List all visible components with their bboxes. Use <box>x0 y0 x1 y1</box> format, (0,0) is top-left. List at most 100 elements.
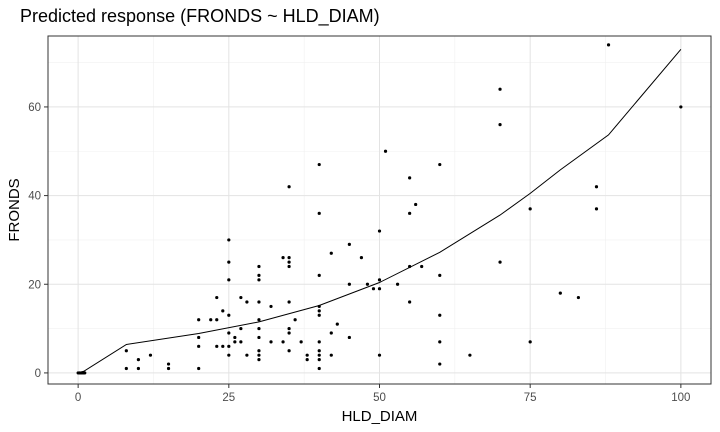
data-point <box>245 353 249 357</box>
data-point <box>317 313 321 317</box>
data-point <box>221 309 225 313</box>
data-point <box>287 264 291 269</box>
data-point <box>594 185 599 189</box>
y-tick-label: 60 <box>28 102 41 114</box>
data-point <box>438 362 442 366</box>
data-point <box>371 287 376 291</box>
data-point <box>347 242 351 246</box>
data-point <box>257 326 261 331</box>
data-point <box>257 353 261 357</box>
chart-title: Predicted response (FRONDS ~ HLD_DIAM) <box>20 6 380 27</box>
data-point <box>498 123 502 127</box>
data-point <box>287 256 291 260</box>
axis-ticks: 0 25 50 75 100 0 20 40 60 <box>28 102 690 404</box>
data-point <box>233 335 237 340</box>
data-point <box>365 282 370 286</box>
data-point <box>317 309 321 313</box>
x-tick-label: 100 <box>671 392 690 404</box>
data-point <box>257 358 261 362</box>
data-point <box>317 162 321 167</box>
data-point <box>257 273 261 277</box>
data-point <box>408 264 412 269</box>
x-tick-label: 25 <box>222 392 235 404</box>
data-point <box>257 349 261 353</box>
data-point <box>287 300 291 304</box>
data-point <box>594 207 599 211</box>
data-point <box>215 344 219 348</box>
data-point <box>215 295 219 300</box>
data-point <box>317 273 321 277</box>
data-point <box>329 331 333 335</box>
data-point <box>215 318 219 322</box>
data-point <box>136 358 141 362</box>
data-point <box>227 260 231 264</box>
data-point <box>383 149 388 153</box>
y-tick-label: 40 <box>28 191 41 203</box>
data-point <box>124 349 128 353</box>
data-point <box>606 43 611 47</box>
data-point <box>239 295 243 300</box>
y-axis-title: FRONDS <box>6 178 23 241</box>
data-point <box>414 202 418 207</box>
data-point <box>438 273 442 277</box>
data-point <box>221 344 225 348</box>
data-point <box>227 344 231 348</box>
data-point <box>377 229 382 233</box>
data-point <box>227 278 231 282</box>
data-point <box>408 176 412 180</box>
data-point <box>287 260 291 264</box>
data-point <box>305 358 309 362</box>
data-point <box>528 207 532 211</box>
data-point <box>438 313 442 317</box>
data-point <box>197 318 201 322</box>
data-point <box>233 340 237 344</box>
data-point <box>420 264 424 269</box>
data-point <box>438 162 442 167</box>
data-point <box>438 340 442 344</box>
data-point <box>329 251 333 255</box>
data-point <box>299 340 303 344</box>
data-point <box>77 371 81 375</box>
data-point <box>305 353 309 357</box>
data-point <box>317 353 321 357</box>
data-point <box>197 366 201 371</box>
data-point <box>528 340 532 344</box>
data-point <box>317 304 321 309</box>
data-point <box>287 185 291 189</box>
data-point <box>166 362 171 366</box>
data-point <box>197 344 201 348</box>
data-point <box>257 300 261 304</box>
data-point <box>293 318 297 322</box>
data-point <box>317 349 321 353</box>
data-point <box>281 340 285 344</box>
data-point <box>269 304 273 309</box>
data-point <box>81 371 85 375</box>
data-point <box>317 366 321 371</box>
data-point <box>347 282 351 286</box>
data-point <box>269 340 273 344</box>
data-point <box>257 264 261 269</box>
data-point <box>317 358 321 362</box>
data-point <box>166 366 171 371</box>
data-point <box>245 300 249 304</box>
data-point <box>257 278 261 282</box>
data-point <box>498 87 502 91</box>
data-point <box>377 353 382 357</box>
data-point <box>209 318 213 322</box>
data-point <box>287 331 291 335</box>
data-point <box>281 256 285 260</box>
data-point <box>558 291 562 295</box>
data-point <box>679 105 683 109</box>
data-point <box>239 326 243 331</box>
data-point <box>576 295 581 300</box>
data-point <box>335 322 339 326</box>
data-point <box>347 335 351 340</box>
data-point <box>257 335 261 340</box>
data-point <box>227 313 231 317</box>
data-point <box>359 256 364 260</box>
data-point <box>136 366 141 371</box>
data-point <box>124 366 128 371</box>
data-point <box>227 353 231 357</box>
data-point <box>257 318 261 322</box>
